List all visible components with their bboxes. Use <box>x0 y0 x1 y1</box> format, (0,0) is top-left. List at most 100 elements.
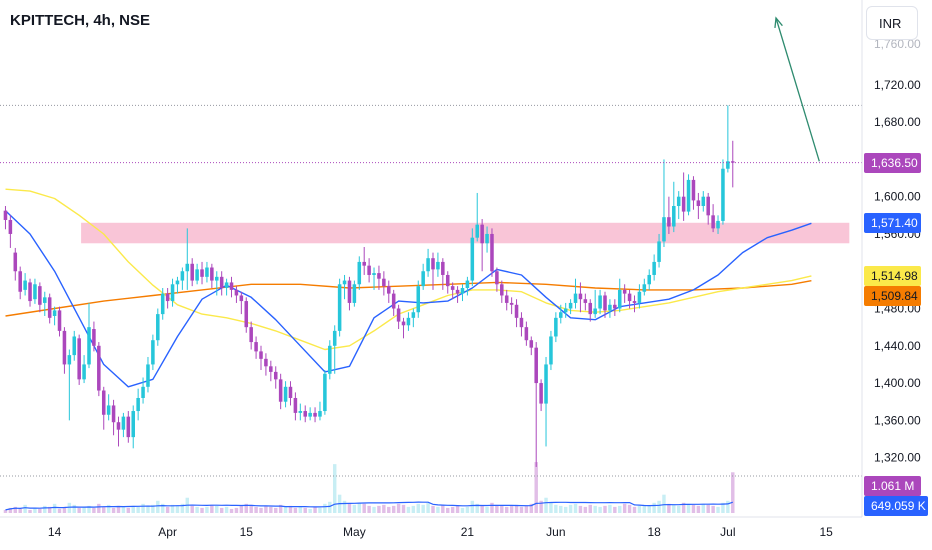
candle-body <box>126 416 131 438</box>
volume-bar <box>441 504 445 513</box>
candle-body <box>662 217 666 242</box>
candle-body <box>367 265 371 275</box>
candle-body <box>406 317 411 326</box>
candle-body <box>529 340 534 348</box>
volume-bar <box>588 504 592 513</box>
candle-body <box>377 273 381 279</box>
candle <box>696 192 701 220</box>
candle-body <box>347 280 352 303</box>
currency-selector[interactable]: INR <box>866 6 918 40</box>
price-axis[interactable]: 1,760.001,720.001,680.001,640.001,600.00… <box>861 0 921 517</box>
projection-arrow[interactable] <box>774 16 820 162</box>
volume-bar <box>372 506 376 513</box>
volume-bar <box>131 505 135 513</box>
candle <box>391 289 396 316</box>
candle <box>18 266 22 300</box>
candle-body <box>647 274 651 285</box>
candle-body <box>559 312 563 318</box>
volume-bar <box>259 507 263 513</box>
volume-bar <box>352 504 357 513</box>
volume-bar <box>495 504 499 513</box>
volume-bar <box>632 506 637 513</box>
candle <box>480 219 484 272</box>
volume-bar <box>170 504 175 513</box>
candle <box>298 403 303 421</box>
price-tick-label: 1,360.00 <box>874 413 921 427</box>
volume-bar <box>313 506 317 513</box>
candle-body <box>455 289 460 294</box>
volume-bar <box>367 505 371 513</box>
candle <box>111 399 116 436</box>
candle <box>396 304 401 330</box>
candle-body <box>603 295 607 311</box>
time-axis[interactable]: 14 Apr 15 May 21 Jun 18 Jul 15 <box>0 516 862 539</box>
volume-bar <box>613 506 617 513</box>
candle-body <box>568 302 573 309</box>
candle-body <box>352 284 357 303</box>
candle <box>583 293 588 311</box>
candle <box>323 370 327 415</box>
candle-body <box>215 276 219 281</box>
volume-bar <box>642 504 647 513</box>
candle-body <box>490 233 494 272</box>
candle <box>691 176 696 210</box>
volume-bar <box>460 507 465 513</box>
volume-bar <box>283 506 288 513</box>
candle-body <box>676 196 681 207</box>
candle <box>229 276 234 298</box>
volume-bar <box>328 501 332 513</box>
volume-bar <box>43 505 47 513</box>
volume-bar <box>13 506 18 513</box>
candle <box>362 247 366 275</box>
candle-body <box>106 405 111 415</box>
candle-body <box>328 345 332 374</box>
volume-bar <box>382 504 386 513</box>
candle-body <box>97 345 101 391</box>
candle-body <box>210 267 214 281</box>
candle-body <box>195 269 199 281</box>
candle <box>205 261 209 283</box>
candle <box>706 192 710 225</box>
candle <box>185 228 190 290</box>
candle <box>726 105 730 173</box>
candle-body <box>549 336 553 365</box>
candle-body <box>293 397 298 413</box>
candle <box>608 299 612 318</box>
candle <box>681 172 686 221</box>
candle-body <box>180 271 185 281</box>
candle-body <box>175 280 180 285</box>
volume-bar <box>62 506 67 513</box>
candle <box>460 284 465 302</box>
volume-bar <box>416 503 420 513</box>
volume-bar <box>485 506 489 513</box>
candle <box>254 336 258 359</box>
candle <box>308 407 312 421</box>
candle <box>529 336 534 356</box>
volume-bar <box>332 464 337 513</box>
candle-body <box>111 405 116 423</box>
candle-body <box>696 200 701 207</box>
volume-bar <box>156 500 160 513</box>
candle-body <box>441 261 445 275</box>
candle-body <box>563 308 568 313</box>
volume-bar <box>509 505 514 513</box>
candle-body <box>254 342 258 352</box>
candle-body <box>121 416 126 430</box>
candle-body <box>401 321 406 326</box>
candle <box>165 288 170 309</box>
volume-bar <box>210 504 214 513</box>
candle <box>716 215 720 234</box>
candle <box>617 278 622 313</box>
candle-body <box>642 284 647 292</box>
candle-body <box>165 293 170 302</box>
candle <box>106 394 111 421</box>
candle <box>136 388 140 421</box>
candle-body <box>534 347 538 384</box>
candle-body <box>288 386 293 398</box>
volume-bar <box>583 506 588 513</box>
volume-bar <box>490 502 494 513</box>
volume-bar <box>57 508 62 513</box>
symbol-title[interactable]: KPITTECH, 4h, NSE <box>10 12 151 29</box>
volume-bar <box>598 506 602 513</box>
